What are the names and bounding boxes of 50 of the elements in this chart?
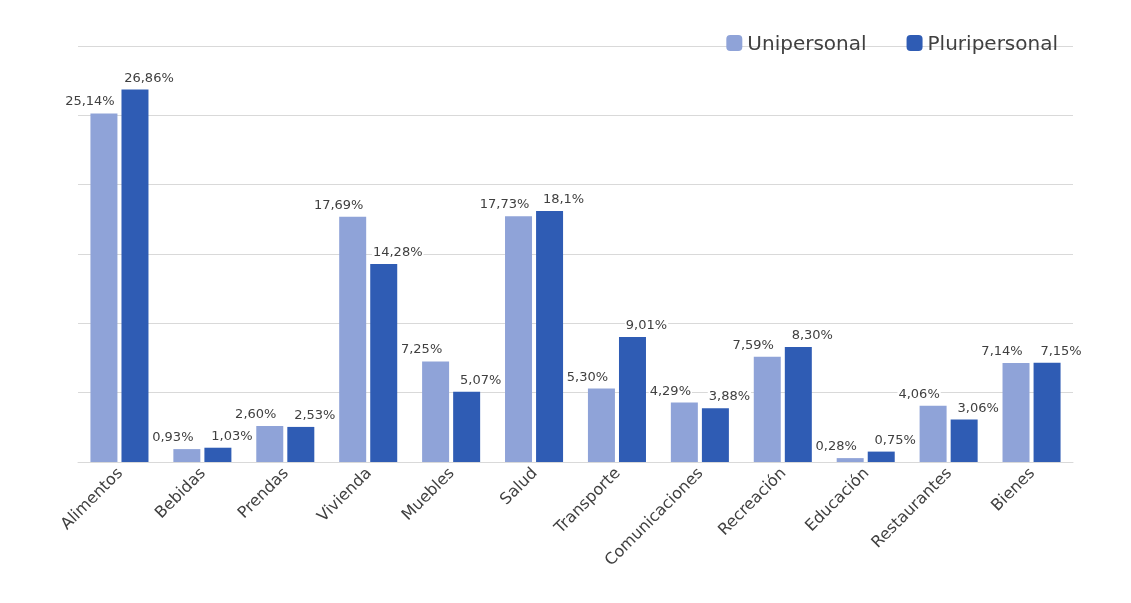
data-label: 5,07% <box>459 371 502 387</box>
data-label: 0,75% <box>874 431 916 447</box>
data-label: 1,03% <box>211 427 253 443</box>
bar <box>204 447 232 462</box>
bar <box>867 451 895 462</box>
data-label: 2,60% <box>235 405 277 421</box>
data-label: 3,06% <box>957 399 999 415</box>
bar <box>121 89 149 462</box>
data-label: 17,73% <box>479 196 530 212</box>
bar <box>753 356 781 462</box>
data-label: 4,06% <box>898 385 940 401</box>
bar <box>339 216 367 462</box>
data-label: 18,1% <box>542 191 585 207</box>
bar <box>701 408 729 462</box>
data-label: 2,53% <box>294 406 336 422</box>
bar <box>836 458 864 462</box>
legend-label: Unipersonal <box>747 31 867 55</box>
data-label: 9,01% <box>625 317 668 333</box>
data-label: 14,28% <box>372 243 423 259</box>
bar <box>587 388 615 462</box>
data-label: 7,15% <box>1040 342 1082 358</box>
bar <box>422 361 450 462</box>
data-label: 7,14% <box>981 342 1023 358</box>
bar <box>950 419 978 462</box>
bar <box>90 113 118 462</box>
data-label: 25,14% <box>65 93 115 109</box>
bar <box>287 426 315 462</box>
bar <box>536 211 564 462</box>
bar <box>618 337 646 462</box>
bar <box>453 391 481 462</box>
bar <box>670 402 698 462</box>
data-label: 8,30% <box>791 326 833 342</box>
data-label: 17,69% <box>313 196 364 212</box>
bar <box>784 346 812 462</box>
bar <box>919 405 947 462</box>
bar <box>173 449 201 462</box>
data-label: 7,59% <box>732 336 774 352</box>
bar <box>1033 362 1061 462</box>
data-label: 3,88% <box>708 388 751 404</box>
data-label: 4,29% <box>649 382 692 398</box>
data-label: 0,28% <box>815 438 857 454</box>
legend-label: Pluripersonal <box>927 31 1059 55</box>
data-label: 0,93% <box>152 429 194 445</box>
data-label: 7,25% <box>400 341 443 357</box>
bar <box>256 425 284 462</box>
data-label: 5,30% <box>566 368 609 384</box>
bar <box>1002 362 1030 462</box>
bar <box>505 216 533 462</box>
data-label: 26,86% <box>124 69 174 85</box>
bar <box>370 263 398 462</box>
